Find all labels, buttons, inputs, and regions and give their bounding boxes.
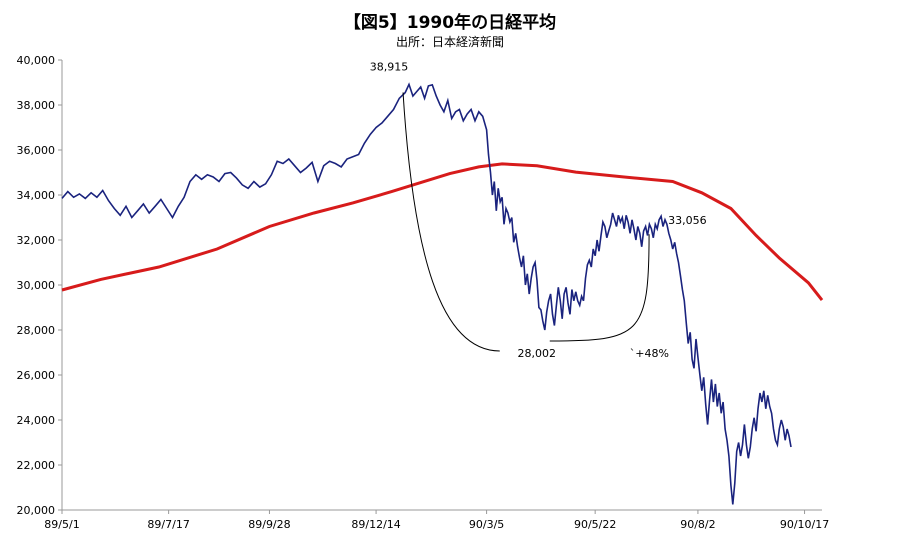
- chart-title: 【図5】1990年の日経平均: [343, 13, 557, 33]
- chart-annotations: 38,915 28,002 33,056 `+48%: [370, 60, 707, 360]
- y-tick-label: 26,000: [17, 369, 56, 382]
- peak-label: 38,915: [370, 60, 409, 73]
- rebound-arc: [549, 234, 650, 342]
- y-tick-label: 20,000: [17, 504, 56, 517]
- y-tick-label: 36,000: [17, 144, 56, 157]
- decline-arc: [402, 92, 500, 352]
- x-tick-label: 89/12/14: [351, 518, 400, 531]
- y-tick-label: 40,000: [17, 54, 56, 67]
- y-tick-label: 32,000: [17, 234, 56, 247]
- x-tick-label: 90/8/2: [680, 518, 715, 531]
- index-line: [61, 82, 792, 505]
- x-tick-label: 89/9/28: [248, 518, 290, 531]
- chart-ticks: 20,000 22,000 24,000 26,000 28,000 30,000 32,0…: [17, 54, 830, 531]
- percent-change-label: `+48%: [630, 347, 669, 360]
- y-tick-label: 24,000: [17, 414, 56, 427]
- y-tick-label: 28,000: [17, 324, 56, 337]
- x-tick-label: 90/5/22: [574, 518, 616, 531]
- y-tick-label: 38,000: [17, 99, 56, 112]
- x-tick-label: 90/3/5: [469, 518, 504, 531]
- chart-axes: [61, 60, 822, 511]
- y-tick-label: 30,000: [17, 279, 56, 292]
- x-tick-label: 89/7/17: [147, 518, 189, 531]
- y-tick-label: 34,000: [17, 189, 56, 202]
- y-tick-label: 22,000: [17, 459, 56, 472]
- rebound-label: 33,056: [668, 214, 707, 227]
- chart-subtitle: 出所：日本経済新聞: [395, 35, 504, 49]
- x-tick-label: 90/10/17: [780, 518, 829, 531]
- trough-label: 28,002: [518, 347, 557, 360]
- x-tick-label: 89/5/1: [44, 518, 79, 531]
- moving-average-line: [61, 162, 824, 302]
